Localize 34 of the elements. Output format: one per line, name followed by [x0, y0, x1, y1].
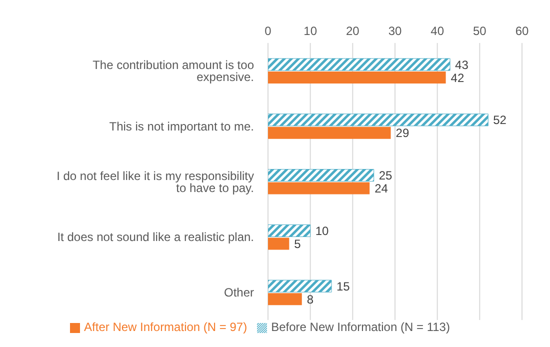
- data-label: 52: [493, 113, 507, 128]
- x-tick-label: 0: [264, 24, 272, 38]
- x-tick-label: 10: [304, 24, 318, 38]
- y-tick-label: Other: [224, 286, 254, 300]
- bar: [268, 224, 311, 237]
- bar: [268, 238, 290, 250]
- y-tick-label: It does not sound like a realistic plan.: [57, 230, 254, 244]
- x-tick-label: 30: [388, 24, 402, 38]
- bar: [268, 58, 450, 71]
- y-tick-label: The contribution amount is too expensive.: [92, 58, 254, 84]
- bar: [268, 182, 370, 194]
- data-label: 42: [450, 70, 464, 85]
- data-label: 43: [455, 58, 469, 72]
- data-label: 8: [306, 292, 314, 306]
- x-tick-label: 60: [515, 24, 529, 38]
- bar: [268, 169, 374, 182]
- data-label: 24: [374, 182, 388, 196]
- y-tick-label: I do not feel like it is my responsibility to have to pay.: [56, 168, 254, 195]
- bar: [268, 280, 332, 292]
- data-label: 15: [336, 279, 350, 294]
- bar: [268, 126, 391, 139]
- bar: [268, 72, 446, 84]
- data-label: 5: [294, 236, 302, 251]
- legend-label: Before New Information (N = 113): [271, 320, 450, 334]
- x-tick-label: 40: [430, 24, 444, 38]
- x-tick-label: 20: [346, 24, 360, 38]
- bar: [268, 114, 488, 126]
- y-tick-label: This is not important to me.: [109, 119, 254, 134]
- data-label: 29: [396, 126, 410, 140]
- x-tick-label: 50: [472, 24, 487, 38]
- data-label: 25: [378, 168, 393, 183]
- bar: [268, 293, 302, 306]
- data-label: 10: [315, 224, 330, 238]
- legend-label: After New Information (N = 97): [84, 320, 248, 334]
